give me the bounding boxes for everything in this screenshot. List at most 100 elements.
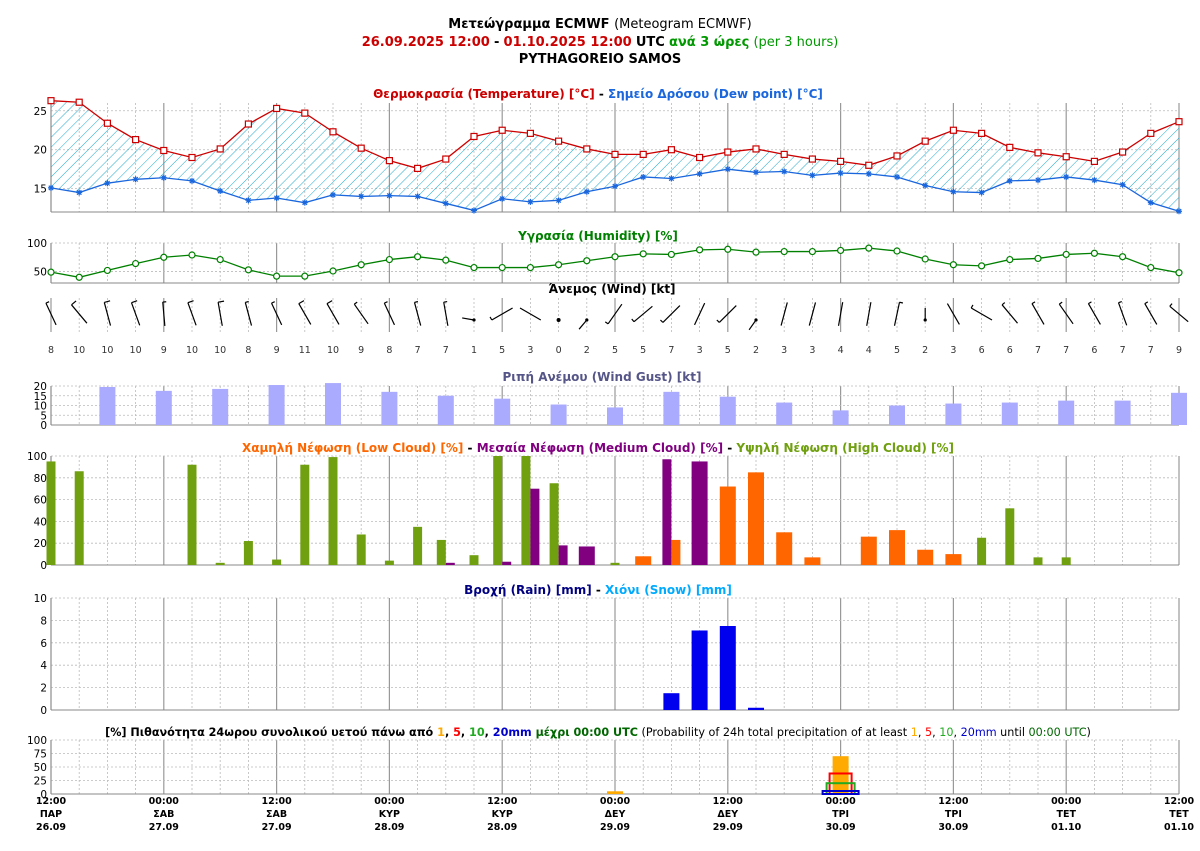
wind-speed-label: 9 (274, 345, 280, 356)
gust-ytick-label: 0 (40, 420, 47, 432)
medium-cloud-bar (578, 546, 595, 565)
gust-ytick-label: 15 (34, 391, 47, 403)
high-cloud-bar (300, 464, 310, 565)
prob-bar-1 (832, 756, 849, 794)
wind-barb (718, 305, 737, 323)
gust-bar (663, 391, 680, 425)
gust-bar (550, 404, 567, 425)
humidity-point (216, 255, 224, 264)
x-tick-date: 27.09 (262, 822, 292, 833)
wind-barb (244, 302, 253, 326)
temperature-point (329, 128, 337, 136)
dewpoint-point (865, 170, 872, 177)
humidity-point (414, 253, 422, 261)
x-tick-date: 30.09 (826, 822, 856, 833)
temperature-point (244, 120, 252, 128)
dewpoint-point (837, 170, 844, 177)
wind-speed-label: 7 (1148, 345, 1154, 356)
wind-barb-half (1088, 301, 1092, 305)
cloud-ytick-label: 20 (34, 538, 47, 550)
wind-speed-label: 5 (499, 345, 505, 356)
wind-speed-label: 3 (950, 345, 956, 356)
wind-barb-half (1169, 303, 1173, 307)
temperature-point (639, 150, 647, 158)
wind-barb-feather (131, 300, 138, 304)
humidity-point (244, 266, 252, 274)
temperature-point (414, 164, 422, 172)
wind-barb (519, 307, 542, 321)
wind-speed-label: 10 (101, 345, 113, 356)
wind-barb-half (489, 316, 493, 321)
high-cloud-bar (215, 562, 225, 565)
wind-speed-label: 10 (73, 345, 85, 356)
temperature-point (216, 145, 224, 153)
dewpoint-point (894, 173, 900, 180)
gust-bar (381, 391, 398, 425)
humidity-point (75, 273, 83, 281)
range-timezone: UTC (635, 35, 665, 50)
high-cloud-bar (413, 526, 423, 565)
wind-barb (443, 302, 449, 326)
humidity-point (385, 255, 393, 264)
dewpoint-point (527, 198, 534, 205)
low-cloud-bar (776, 532, 793, 565)
high-cloud-bar (272, 559, 282, 565)
wind-barb-half (1031, 301, 1036, 305)
x-tick-day: ΔΕΥ (605, 809, 626, 820)
wind-speed-label: 0 (556, 345, 562, 356)
temperature-point (357, 144, 365, 152)
dewpoint-point (76, 189, 83, 196)
high-cloud-bar (187, 464, 197, 565)
gust-bar (325, 383, 341, 425)
temp-ytick-label: 15 (34, 184, 47, 196)
dewpoint-point (217, 187, 224, 194)
high-cloud-bar (1061, 557, 1071, 565)
humidity-point (921, 255, 929, 263)
wind-barb (45, 302, 57, 326)
gust-bar (437, 395, 454, 425)
temperature-point (1062, 153, 1070, 161)
gust-bar (99, 386, 116, 425)
step-greek: ανά 3 ώρες (668, 35, 750, 50)
dewpoint-point (1147, 199, 1154, 206)
low-cloud-bar (719, 486, 736, 565)
x-tick-day: ΤΕΤ (1169, 809, 1189, 820)
x-tick-time: 12:00 (487, 796, 518, 807)
date-range: 26.09.2025 12:00 - 01.10.2025 12:00 UTC … (0, 35, 1200, 50)
wind-barb-feather (187, 300, 194, 304)
temp-title: Θερμοκρασία (Temperature) [°C] - Σημείο … (373, 87, 823, 101)
prob-ytick-label: 100 (27, 735, 47, 747)
wind-speed-label: 1 (471, 345, 477, 356)
humidity-point (1147, 263, 1155, 272)
x-tick-time: 12:00 (938, 796, 969, 807)
wind-speed-label: 6 (1007, 345, 1013, 356)
wind-speed-label: 3 (527, 345, 533, 356)
x-tick-time: 00:00 (149, 796, 180, 807)
x-tick-day: ΚΥΡ (492, 809, 513, 820)
dewpoint-point (781, 168, 788, 175)
high-cloud-bar (436, 539, 446, 565)
wind-speed-label: 7 (668, 345, 674, 356)
x-tick-time: 00:00 (374, 796, 405, 807)
dewpoint-point (753, 169, 759, 176)
rain-bar (719, 626, 736, 710)
gust-bar (832, 410, 849, 425)
humidity-point (836, 246, 845, 255)
wind-barb-half (271, 301, 275, 304)
temperature-point (188, 153, 196, 162)
temperature-point (893, 152, 901, 160)
temperature-point (808, 155, 817, 163)
wind-barb (1087, 303, 1101, 325)
temperature-point (385, 157, 393, 165)
rain-ytick-label: 2 (40, 683, 47, 695)
prob-ytick-label: 0 (40, 789, 47, 801)
cloud-ytick-label: 40 (34, 516, 47, 528)
wind-barb-half (245, 300, 249, 303)
wind-barb-half (660, 319, 664, 323)
wind-barb (1169, 305, 1189, 323)
gust-ytick-label: 20 (34, 381, 47, 393)
rain-ytick-label: 10 (34, 593, 47, 605)
wind-barb-half (899, 301, 904, 304)
wind-barb (946, 303, 960, 325)
chart-title: Μετεώγραμμα ECMWF (Meteogram ECMWF) (0, 17, 1200, 32)
